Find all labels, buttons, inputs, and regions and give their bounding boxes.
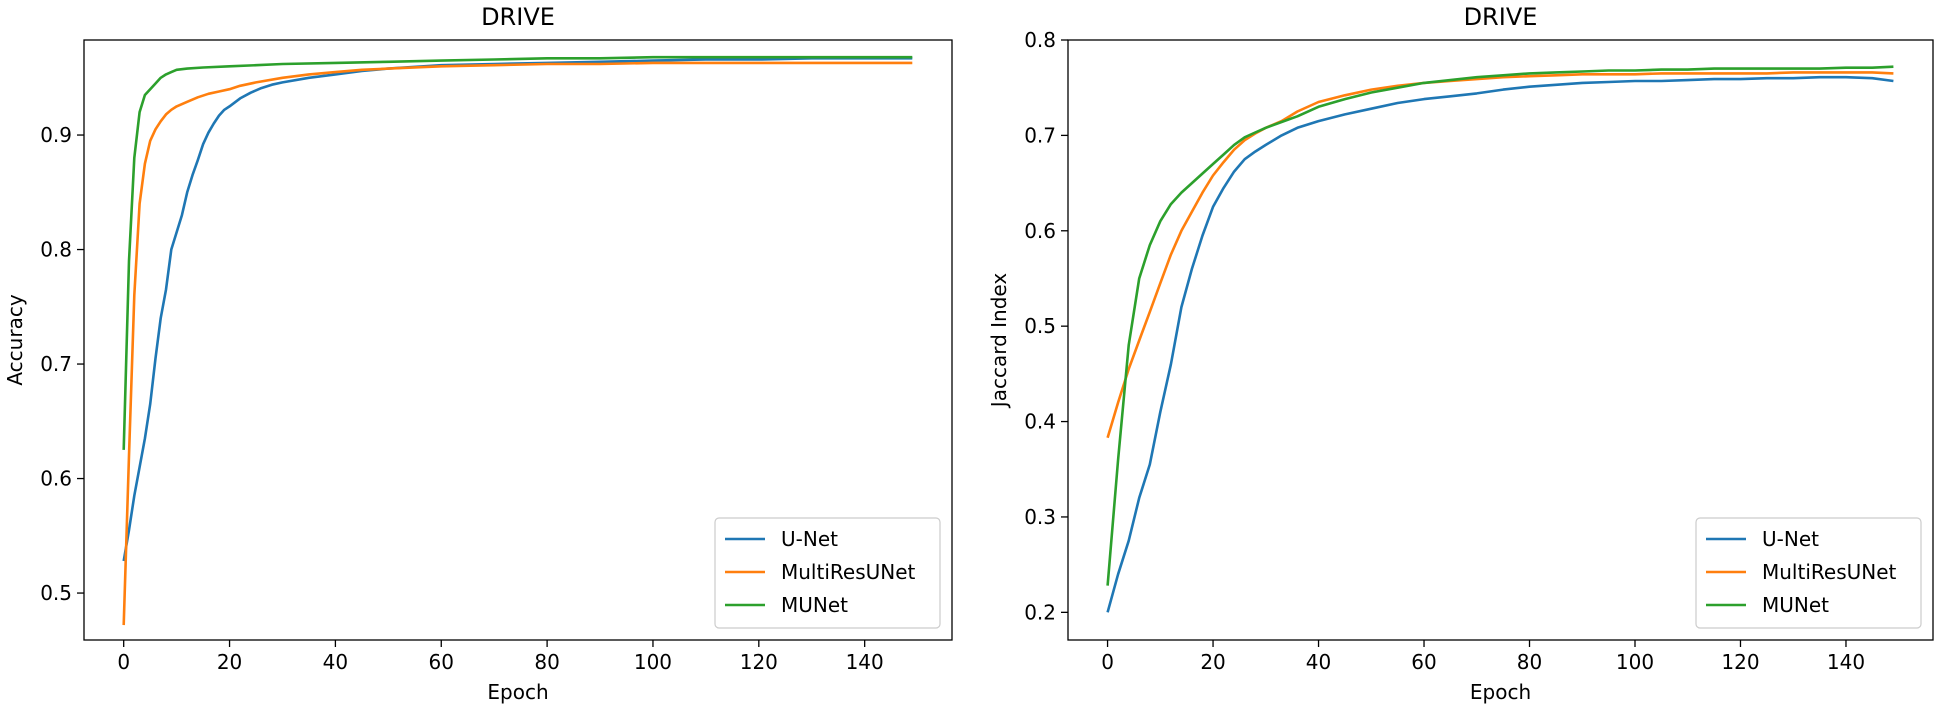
chart-title: DRIVE	[481, 3, 555, 31]
chart-panel-1: DRIVE 0 20 40 60 80 100 120 140 0.5 0.6 0.7 0.8 0.9 Ep…	[3, 3, 953, 704]
chart-panel-2: DRIVE 0 20 40 60 80 100 120 140 0.2 0.3 0.4 0.5 0.6 0.…	[987, 3, 1934, 704]
x-tick-label: 0	[1101, 650, 1114, 674]
x-tick-label: 140	[1827, 650, 1865, 674]
series-line-munet	[1106, 65, 1894, 586]
y-tick-label: 0.4	[1024, 410, 1056, 434]
series-line-multiresunet	[122, 61, 913, 626]
x-tick-label: 60	[429, 650, 454, 674]
x-tick-label: 40	[1306, 650, 1331, 674]
x-tick-label: 100	[1616, 650, 1654, 674]
x-tick-label: 80	[534, 650, 559, 674]
series-line-multiresunet	[1106, 71, 1894, 439]
legend-label-multiresunet: MultiResUNet	[1762, 560, 1897, 584]
legend-box	[714, 517, 941, 629]
chart-title: DRIVE	[1464, 3, 1538, 31]
y-tick-label: 0.3	[1024, 505, 1056, 529]
x-tick-label: 0	[117, 650, 130, 674]
x-tick-label: 120	[740, 650, 778, 674]
y-tick-label: 0.9	[40, 123, 72, 147]
y-tick-label: 0.5	[1024, 314, 1056, 338]
y-tick-label: 0.7	[40, 352, 72, 376]
x-tick-label: 140	[846, 650, 884, 674]
legend: U-Net MultiResUNet MUNet	[714, 517, 941, 629]
series-line-u-net	[122, 57, 913, 562]
series-lines	[122, 55, 913, 626]
x-tick-label: 60	[1411, 650, 1436, 674]
legend-label-multiresunet: MultiResUNet	[781, 560, 916, 584]
x-tick-label: 20	[217, 650, 242, 674]
x-tick-label: 20	[1200, 650, 1225, 674]
y-axis-label: Jaccard Index	[987, 273, 1011, 410]
y-tick-label: 0.7	[1024, 123, 1056, 147]
series-line-u-net	[1106, 75, 1894, 613]
y-tick-label: 0.2	[1024, 600, 1056, 624]
x-tick-label: 40	[323, 650, 348, 674]
plot-frame	[1067, 39, 1934, 641]
plot-frame	[83, 39, 953, 641]
series-line-munet	[122, 55, 913, 450]
legend-label-munet: MUNet	[781, 593, 848, 617]
y-tick-label: 0.8	[40, 238, 72, 262]
y-tick-label: 0.5	[40, 581, 72, 605]
y-axis-label: Accuracy	[3, 294, 27, 385]
y-tick-label: 0.6	[1024, 219, 1056, 243]
y-tick-label: 0.6	[40, 467, 72, 491]
y-tick-label: 0.8	[1024, 28, 1056, 52]
legend-label-u-net: U-Net	[1762, 527, 1819, 551]
series-lines	[1106, 65, 1894, 613]
x-tick-label: 120	[1721, 650, 1759, 674]
x-tick-label: 80	[1517, 650, 1542, 674]
legend: U-Net MultiResUNet MUNet	[1695, 517, 1922, 629]
legend-label-munet: MUNet	[1762, 593, 1829, 617]
x-tick-label: 100	[634, 650, 672, 674]
legend-label-u-net: U-Net	[781, 527, 838, 551]
legend-box	[1695, 517, 1922, 629]
x-axis-label: Epoch	[487, 680, 548, 704]
x-axis-label: Epoch	[1470, 680, 1531, 704]
